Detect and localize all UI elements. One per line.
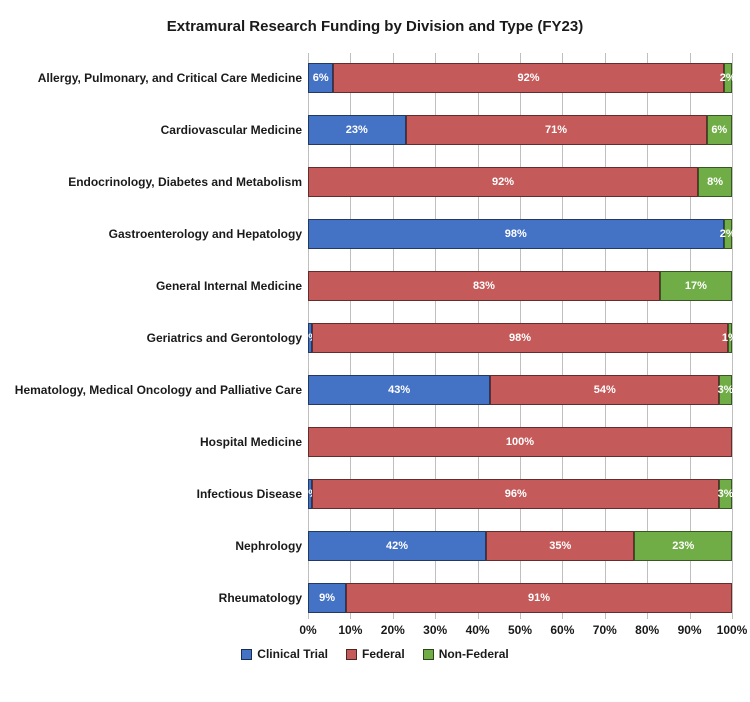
legend-label: Non-Federal: [439, 647, 509, 661]
x-axis-tick-label: 100%: [717, 623, 748, 637]
bar-segment-federal: 35%: [486, 531, 634, 561]
legend-item-non-federal: Non-Federal: [423, 647, 509, 661]
legend: Clinical Trial Federal Non-Federal: [18, 647, 732, 661]
chart-title: Extramural Research Funding by Division …: [18, 18, 732, 35]
category-label: Geriatrics and Gerontology: [147, 331, 302, 345]
x-axis-tick-label: 10%: [338, 623, 362, 637]
x-axis-tick-label: 70%: [593, 623, 617, 637]
bar-segment-clinical-trial: 23%: [308, 115, 406, 145]
bar-segment-clinical-trial: 98%: [308, 219, 724, 249]
bar: 98%2%: [308, 219, 732, 249]
bar-segment-federal: 83%: [308, 271, 660, 301]
plot-area: Allergy, Pulmonary, and Critical Care Me…: [18, 53, 732, 643]
bar: 43%54%3%: [308, 375, 732, 405]
bars-column: 0%10%20%30%40%50%60%70%80%90%100%6%92%2%…: [308, 53, 732, 643]
x-axis-tick-label: 80%: [635, 623, 659, 637]
bar-segment-federal: 54%: [490, 375, 719, 405]
category-label: Endocrinology, Diabetes and Metabolism: [68, 175, 302, 189]
chart-container: Extramural Research Funding by Division …: [0, 0, 750, 702]
legend-label: Clinical Trial: [257, 647, 328, 661]
legend-swatch: [241, 649, 252, 660]
bar: 6%92%2%: [308, 63, 732, 93]
x-axis-tick-label: 50%: [508, 623, 532, 637]
bar-segment-federal: 92%: [333, 63, 723, 93]
bar-segment-non-federal: 2%: [724, 219, 732, 249]
x-axis-tick-label: 0%: [299, 623, 316, 637]
category-label: Infectious Disease: [197, 487, 302, 501]
category-label: Hospital Medicine: [200, 435, 302, 449]
legend-item-federal: Federal: [346, 647, 405, 661]
legend-item-clinical-trial: Clinical Trial: [241, 647, 328, 661]
bar-segment-non-federal: 2%: [724, 63, 732, 93]
bar-segment-clinical-trial: 6%: [308, 63, 333, 93]
bar-segment-non-federal: 17%: [660, 271, 732, 301]
bar-segment-federal: 92%: [308, 167, 698, 197]
bar: 9%91%: [308, 583, 732, 613]
legend-swatch: [346, 649, 357, 660]
bar: 42%35%23%: [308, 531, 732, 561]
bar: 83%17%: [308, 271, 732, 301]
category-label: Allergy, Pulmonary, and Critical Care Me…: [38, 71, 302, 85]
category-label: Hematology, Medical Oncology and Palliat…: [15, 383, 302, 397]
bar: 100%: [308, 427, 732, 457]
bar-segment-federal: 98%: [312, 323, 728, 353]
x-axis-tick-label: 30%: [423, 623, 447, 637]
bar-segment-clinical-trial: 9%: [308, 583, 346, 613]
bar-segment-non-federal: 6%: [707, 115, 732, 145]
legend-label: Federal: [362, 647, 405, 661]
bar-segment-non-federal: 23%: [634, 531, 732, 561]
bar: 1%98%1%: [308, 323, 732, 353]
category-label: Cardiovascular Medicine: [161, 123, 302, 137]
bar-segment-clinical-trial: 43%: [308, 375, 490, 405]
category-label: Rheumatology: [219, 591, 302, 605]
bar-segment-non-federal: 3%: [719, 375, 732, 405]
x-axis-tick-label: 20%: [381, 623, 405, 637]
bar: 1%96%3%: [308, 479, 732, 509]
bar: 92%8%: [308, 167, 732, 197]
bar-segment-non-federal: 3%: [719, 479, 732, 509]
category-labels-column: Allergy, Pulmonary, and Critical Care Me…: [18, 53, 308, 643]
bar-segment-federal: 91%: [346, 583, 732, 613]
category-label: General Internal Medicine: [156, 279, 302, 293]
bar-segment-clinical-trial: 42%: [308, 531, 486, 561]
bar-segment-non-federal: 8%: [698, 167, 732, 197]
bar-segment-federal: 96%: [312, 479, 719, 509]
x-axis-tick-label: 60%: [550, 623, 574, 637]
bar-segment-federal: 71%: [406, 115, 707, 145]
x-axis-tick-label: 40%: [466, 623, 490, 637]
bar: 23%71%6%: [308, 115, 732, 145]
category-label: Nephrology: [235, 539, 302, 553]
bar-segment-non-federal: 1%: [728, 323, 732, 353]
legend-swatch: [423, 649, 434, 660]
x-axis-tick-label: 90%: [678, 623, 702, 637]
bar-segment-federal: 100%: [308, 427, 732, 457]
category-label: Gastroenterology and Hepatology: [109, 227, 302, 241]
